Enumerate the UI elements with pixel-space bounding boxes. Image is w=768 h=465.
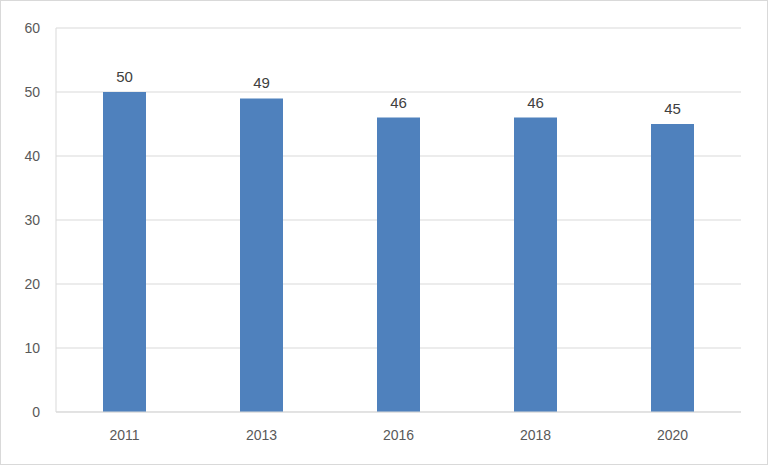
svg-text:45: 45	[664, 100, 681, 117]
svg-text:2011: 2011	[109, 427, 139, 443]
svg-text:2016: 2016	[383, 427, 414, 443]
svg-text:50: 50	[24, 84, 40, 100]
svg-text:10: 10	[24, 340, 40, 356]
svg-text:40: 40	[24, 148, 40, 164]
svg-text:60: 60	[24, 20, 40, 36]
svg-text:46: 46	[527, 94, 544, 111]
svg-text:2018: 2018	[520, 427, 551, 443]
svg-text:49: 49	[253, 74, 270, 91]
svg-text:50: 50	[116, 68, 133, 85]
svg-text:30: 30	[24, 212, 40, 228]
svg-text:46: 46	[390, 94, 407, 111]
svg-text:0: 0	[32, 404, 40, 420]
svg-text:20: 20	[24, 276, 40, 292]
svg-text:2013: 2013	[246, 427, 277, 443]
svg-text:2020: 2020	[657, 427, 688, 443]
